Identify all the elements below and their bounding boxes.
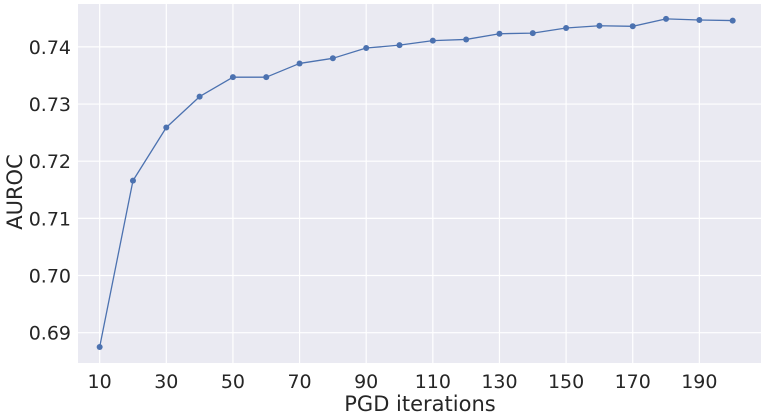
y-tick-label: 0.69 <box>29 323 71 345</box>
data-point <box>163 124 170 131</box>
data-point <box>96 343 103 350</box>
plot-area <box>78 4 761 363</box>
data-point <box>129 177 136 184</box>
x-tick-label: 10 <box>88 371 112 393</box>
data-point <box>629 23 636 30</box>
data-point <box>196 93 203 100</box>
y-tick-label: 0.74 <box>29 37 71 59</box>
x-tick-label: 50 <box>221 371 245 393</box>
data-point <box>663 15 670 22</box>
x-tick-label: 190 <box>681 371 717 393</box>
y-axis-label: AUROC <box>3 154 27 230</box>
x-tick-label: 130 <box>481 371 517 393</box>
data-point <box>229 74 236 81</box>
x-tick-labels: 10 30 50 70 90 110 130 150 170 190 <box>88 371 718 393</box>
data-point <box>696 17 703 24</box>
data-point <box>329 55 336 62</box>
y-gridlines <box>78 46 761 334</box>
y-tick-label: 0.71 <box>29 208 71 230</box>
data-point <box>263 74 270 81</box>
y-tick-label: 0.73 <box>29 94 71 116</box>
x-tick-label: 150 <box>548 371 584 393</box>
x-axis-label: PGD iterations <box>344 392 495 416</box>
x-tick-label: 70 <box>287 371 311 393</box>
y-tick-label: 0.70 <box>29 266 71 288</box>
data-point <box>596 22 603 29</box>
data-point <box>496 30 503 37</box>
x-tick-label: 30 <box>154 371 178 393</box>
x-tick-label: 90 <box>354 371 378 393</box>
x-tick-label: 110 <box>415 371 451 393</box>
series-line <box>99 18 733 348</box>
data-point <box>529 30 536 37</box>
y-tick-label: 0.72 <box>29 151 71 173</box>
data-point <box>729 17 736 24</box>
series-layer <box>96 15 736 350</box>
data-point <box>463 36 470 43</box>
data-point <box>396 42 403 49</box>
data-point <box>296 60 303 67</box>
data-point <box>429 37 436 44</box>
x-tick-label: 170 <box>615 371 651 393</box>
y-tick-labels: 0.69 0.70 0.71 0.72 0.73 0.74 <box>29 37 71 345</box>
data-point <box>363 45 370 52</box>
data-point <box>563 25 570 32</box>
